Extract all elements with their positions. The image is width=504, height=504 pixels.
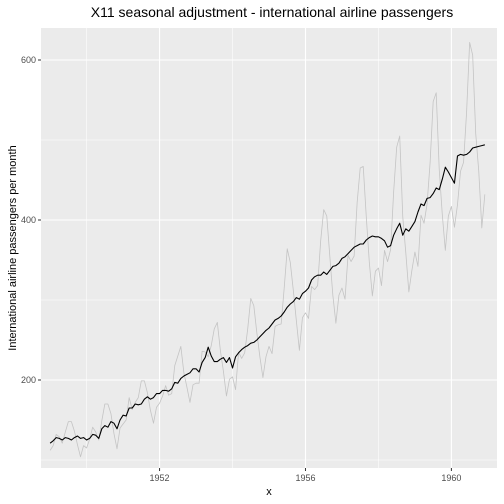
y-tick-label: 400 xyxy=(21,215,36,225)
grid xyxy=(41,28,497,468)
raw-series-line xyxy=(49,42,486,458)
y-tick-label: 200 xyxy=(21,375,36,385)
x-tick-label: 1960 xyxy=(441,473,461,483)
x-axis-label: x xyxy=(266,486,272,498)
adjusted-series-line xyxy=(49,144,485,444)
axis-ticks: 1952 1956 1960 200 400 600 xyxy=(21,55,461,483)
y-axis-label: International airline passengers per mon… xyxy=(7,145,19,350)
y-tick-label: 600 xyxy=(21,55,36,65)
x-tick-label: 1956 xyxy=(295,473,315,483)
series-layer xyxy=(49,42,486,458)
chart-title: X11 seasonal adjustment - international … xyxy=(91,4,453,20)
plot-panel xyxy=(41,28,497,468)
x-tick-label: 1952 xyxy=(150,473,170,483)
